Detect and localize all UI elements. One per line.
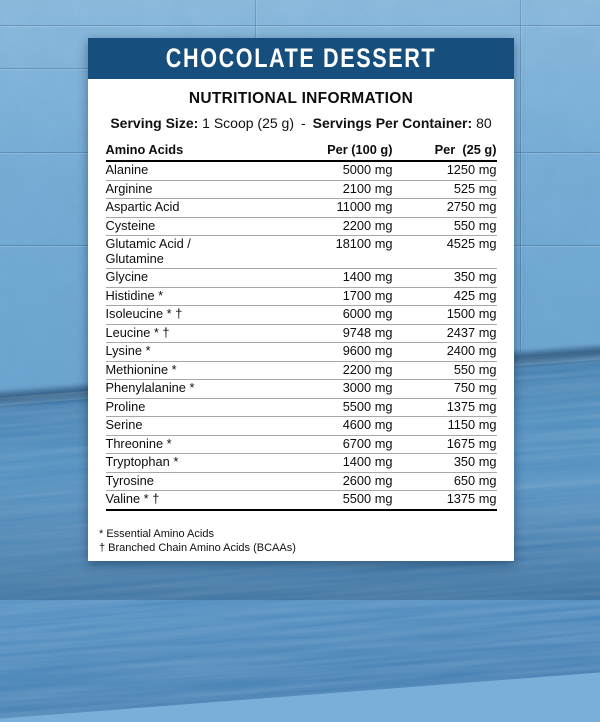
table-row: Valine * † 5500 mg 1375 mg [105, 491, 497, 510]
amino-acids-body: Alanine 5000 mg 1250 mg Arginine 2100 mg 525 … [105, 161, 497, 510]
table-row: Tryptophan * 1400 mg 350 mg [105, 454, 497, 472]
serving-size-label: Serving Size: [110, 115, 199, 131]
footnote-essential: * Essential Amino Acids [99, 528, 214, 540]
amino-acid-name: Arginine [105, 180, 153, 196]
table-row: Phenylalanine * 3000 mg 750 mg [105, 380, 497, 398]
per-100g-value: 1400 mg [342, 454, 393, 469]
amino-acids-table: Amino Acids Per (100 g) Per (25 g) Alani… [105, 142, 497, 511]
per-25g-value: 1500 mg [446, 306, 497, 321]
per-25g-value: 650 mg [453, 472, 497, 488]
per-25g-value: 550 mg [453, 361, 497, 377]
table-row: Glycine 1400 mg 350 mg [105, 269, 497, 287]
per-25g-value: 1675 mg [446, 435, 497, 451]
serving-info: Serving Size: 1 Scoop (25 g) - Servings Pe… [88, 115, 514, 131]
per-25g-value: 2437 mg [446, 324, 497, 340]
serving-size-value: 1 Scoop (25 g) [202, 115, 294, 131]
table-row: Proline 5500 mg 1375 mg [105, 398, 497, 417]
amino-acid-name: Serine [105, 417, 143, 432]
amino-acid-name: Cysteine [105, 217, 156, 233]
amino-acid-name: Glycine [105, 269, 149, 284]
amino-acid-name: Threonine * [105, 435, 172, 451]
table-row: Leucine * † 9748 mg 2437 mg [105, 324, 497, 343]
amino-acid-name: Histidine * [105, 287, 164, 303]
amino-acid-name: Tyrosine [105, 472, 154, 488]
per-100g-value: 18100 mg [335, 236, 393, 251]
per-100g-value: 6700 mg [342, 435, 393, 451]
column-header-amino-acids: Amino Acids [105, 142, 266, 162]
per-25g-value: 425 mg [453, 287, 497, 303]
table-row: Histidine * 1700 mg 425 mg [105, 287, 497, 306]
per-100g-value: 1700 mg [342, 287, 393, 303]
per-25g-value: 550 mg [453, 217, 497, 233]
column-header-per-25g: Per (25 g) [392, 142, 497, 162]
table-row: Lysine * 9600 mg 2400 mg [105, 343, 497, 361]
amino-acid-name: Leucine * † [105, 324, 170, 340]
table-row: Arginine 2100 mg 525 mg [105, 180, 497, 199]
per-25g-value: 350 mg [453, 454, 497, 469]
amino-acid-name: Isoleucine * † [105, 306, 183, 321]
per-100g-value: 2100 mg [342, 180, 393, 196]
per-25g-value: 4525 mg [446, 236, 497, 251]
per-100g-value: 1400 mg [342, 269, 393, 284]
table-row: Isoleucine * † 6000 mg 1500 mg [105, 306, 497, 324]
section-title: NUTRITIONAL INFORMATION [188, 90, 414, 107]
table-header-row: Amino Acids Per (100 g) Per (25 g) [105, 142, 497, 162]
per-25g-value: 2750 mg [446, 199, 497, 214]
per-100g-value: 2200 mg [342, 217, 393, 233]
per-100g-value: 3000 mg [342, 380, 393, 395]
table-row: Glutamic Acid / Glutamine 18100 mg 4525 mg [105, 236, 497, 269]
amino-acid-name: Tryptophan * [105, 454, 179, 469]
amino-acid-name: Proline [105, 398, 146, 414]
amino-acid-name: Valine * † [105, 491, 160, 506]
table-row: Cysteine 2200 mg 550 mg [105, 217, 497, 236]
per-100g-value: 5000 mg [342, 162, 393, 177]
per-25g-value: 1375 mg [446, 491, 497, 506]
product-flavor-title: CHOCOLATE DESSERT [165, 43, 437, 73]
per-25g-value: 2400 mg [446, 343, 497, 358]
column-header-per-100g: Per (100 g) [265, 142, 393, 162]
amino-acid-name: Methionine * [105, 361, 177, 377]
per-100g-value: 5500 mg [342, 491, 393, 506]
nutrition-label: CHOCOLATE DESSERT NUTRITIONAL INFORMATIO… [88, 38, 514, 561]
amino-acid-name: Alanine [105, 162, 149, 177]
per-100g-value: 5500 mg [342, 398, 393, 414]
per-100g-value: 9748 mg [342, 324, 393, 340]
per-25g-value: 1375 mg [446, 398, 497, 414]
table-row: Aspartic Acid 11000 mg 2750 mg [105, 199, 497, 217]
table-row: Alanine 5000 mg 1250 mg [105, 161, 497, 180]
per-25g-value: 525 mg [453, 180, 497, 196]
per-25g-value: 350 mg [453, 269, 497, 284]
footnote-bcaa: † Branched Chain Amino Acids (BCAAs) [99, 541, 296, 554]
amino-acid-name: Glutamic Acid / Glutamine [105, 236, 191, 266]
servings-per-container-value: 80 [476, 115, 492, 131]
per-100g-value: 11000 mg [336, 199, 393, 214]
per-25g-value: 1150 mg [447, 417, 497, 432]
per-100g-value: 6000 mg [342, 306, 393, 321]
per-25g-value: 1250 mg [446, 162, 497, 177]
amino-acid-name: Lysine * [105, 343, 151, 358]
footnotes: * Essential Amino Acids † Branched Chain… [99, 528, 296, 555]
serving-separator: - [301, 115, 306, 131]
amino-acid-name: Aspartic Acid [105, 199, 180, 214]
per-100g-value: 9600 mg [342, 343, 393, 358]
table-row: Tyrosine 2600 mg 650 mg [105, 472, 497, 491]
per-100g-value: 4600 mg [342, 417, 393, 432]
per-25g-value: 750 mg [453, 380, 497, 395]
per-100g-value: 2600 mg [342, 472, 393, 488]
per-100g-value: 2200 mg [342, 361, 393, 377]
table-row: Methionine * 2200 mg 550 mg [105, 361, 497, 380]
table-row: Serine 4600 mg 1150 mg [105, 417, 497, 435]
product-flavor-banner: CHOCOLATE DESSERT [88, 38, 514, 79]
servings-per-container-label: Servings Per Container: [312, 115, 473, 131]
table-row: Threonine * 6700 mg 1675 mg [105, 435, 497, 454]
amino-acid-name: Phenylalanine * [105, 380, 195, 395]
